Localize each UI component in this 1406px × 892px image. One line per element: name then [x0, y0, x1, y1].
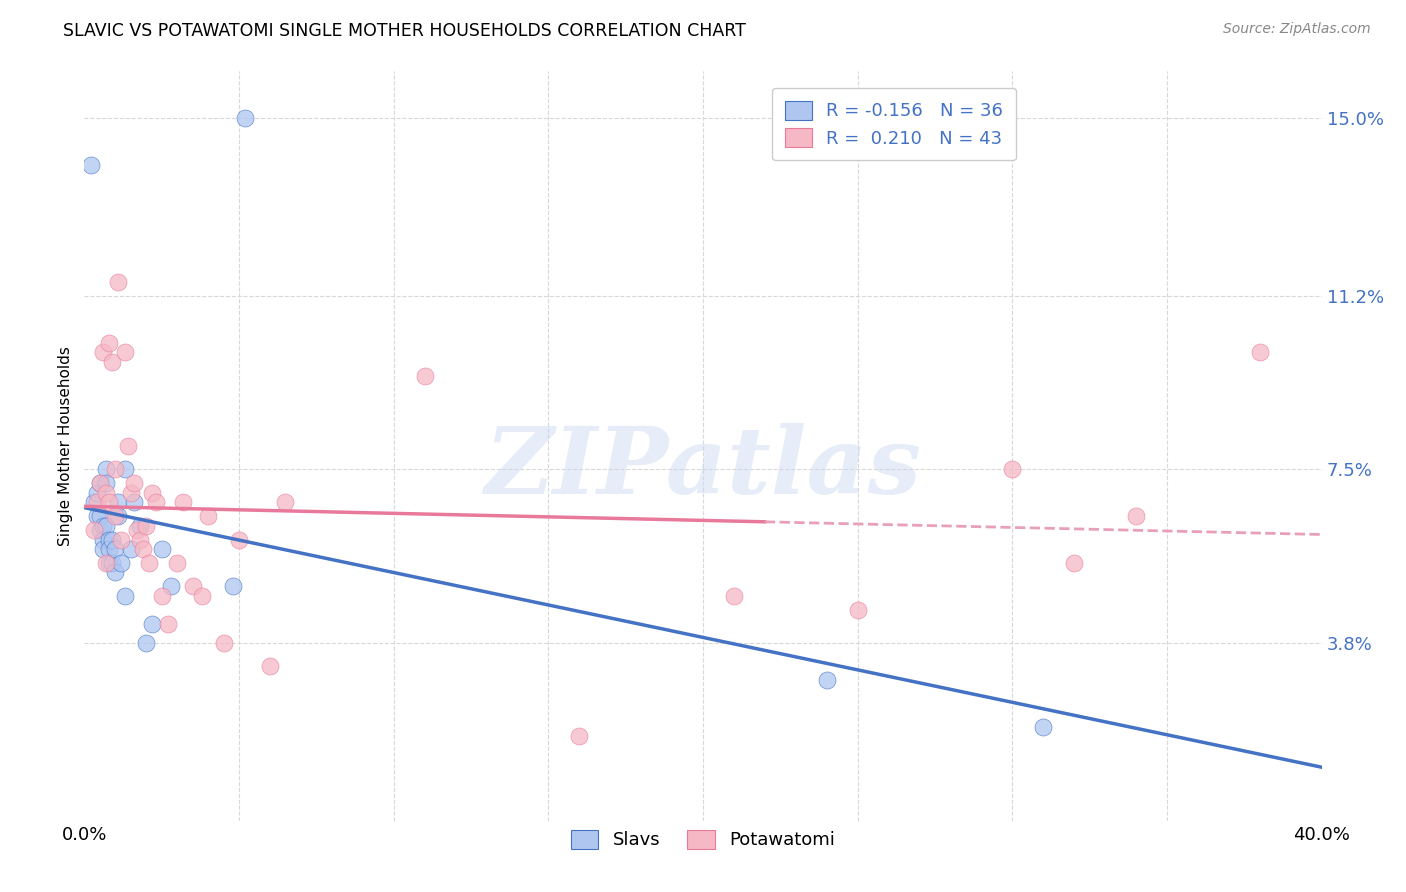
Point — [129, 533, 152, 547]
Point — [110, 533, 132, 547]
Point — [172, 495, 194, 509]
Point — [191, 589, 214, 603]
Point — [815, 673, 838, 688]
Point — [1063, 556, 1085, 570]
Point — [120, 485, 142, 500]
Point — [89, 476, 111, 491]
Point — [1249, 345, 1271, 359]
Point — [86, 509, 108, 524]
Point — [150, 589, 173, 603]
Point — [120, 541, 142, 557]
Point — [98, 336, 121, 351]
Point — [114, 589, 136, 603]
Point — [413, 368, 436, 383]
Point — [1125, 509, 1147, 524]
Point — [98, 556, 121, 570]
Point — [94, 476, 117, 491]
Point — [141, 617, 163, 632]
Text: Source: ZipAtlas.com: Source: ZipAtlas.com — [1223, 22, 1371, 37]
Point — [228, 533, 250, 547]
Point — [91, 345, 114, 359]
Point — [91, 533, 114, 547]
Point — [83, 495, 105, 509]
Point — [98, 541, 121, 557]
Point — [568, 730, 591, 744]
Point — [107, 509, 129, 524]
Point — [145, 495, 167, 509]
Point — [98, 533, 121, 547]
Point — [222, 580, 245, 594]
Point — [94, 462, 117, 476]
Point — [122, 495, 145, 509]
Point — [114, 462, 136, 476]
Point — [723, 589, 745, 603]
Point — [1032, 720, 1054, 734]
Point — [135, 635, 157, 649]
Point — [91, 541, 114, 557]
Point — [138, 556, 160, 570]
Point — [114, 345, 136, 359]
Legend: Slavs, Potawatomi: Slavs, Potawatomi — [561, 819, 845, 860]
Point — [141, 485, 163, 500]
Point — [129, 518, 152, 533]
Point — [104, 541, 127, 557]
Point — [212, 635, 235, 649]
Point — [89, 523, 111, 537]
Point — [101, 533, 124, 547]
Point — [233, 112, 256, 126]
Point — [122, 476, 145, 491]
Point — [1001, 462, 1024, 476]
Point — [125, 523, 148, 537]
Point — [98, 495, 121, 509]
Point — [110, 556, 132, 570]
Point — [107, 275, 129, 289]
Point — [104, 509, 127, 524]
Point — [166, 556, 188, 570]
Point — [94, 485, 117, 500]
Point — [89, 476, 111, 491]
Point — [94, 556, 117, 570]
Point — [132, 541, 155, 557]
Point — [104, 462, 127, 476]
Point — [150, 541, 173, 557]
Point — [89, 509, 111, 524]
Point — [94, 518, 117, 533]
Point — [104, 566, 127, 580]
Point — [197, 509, 219, 524]
Point — [91, 518, 114, 533]
Point — [101, 355, 124, 369]
Point — [135, 518, 157, 533]
Point — [86, 485, 108, 500]
Point — [259, 659, 281, 673]
Y-axis label: Single Mother Households: Single Mother Households — [58, 346, 73, 546]
Text: SLAVIC VS POTAWATOMI SINGLE MOTHER HOUSEHOLDS CORRELATION CHART: SLAVIC VS POTAWATOMI SINGLE MOTHER HOUSE… — [63, 22, 747, 40]
Point — [156, 617, 179, 632]
Point — [79, 158, 101, 172]
Point — [274, 495, 297, 509]
Point — [101, 556, 124, 570]
Point — [160, 580, 183, 594]
Point — [86, 495, 108, 509]
Point — [181, 580, 204, 594]
Point — [83, 523, 105, 537]
Text: ZIPatlas: ZIPatlas — [485, 424, 921, 514]
Point — [117, 439, 139, 453]
Point — [846, 603, 869, 617]
Point — [107, 495, 129, 509]
